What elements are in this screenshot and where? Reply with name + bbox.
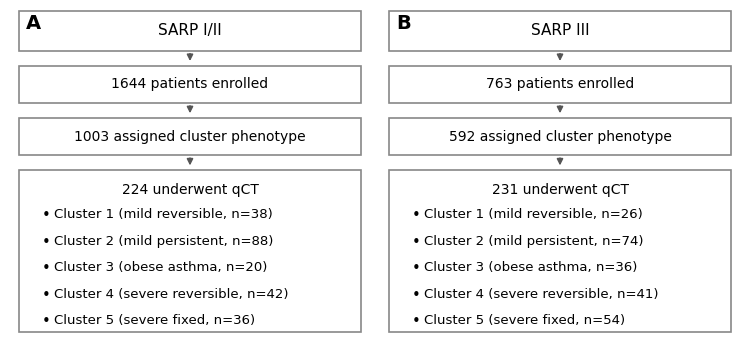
- Text: 763 patients enrolled: 763 patients enrolled: [486, 77, 634, 91]
- Text: •: •: [412, 314, 421, 329]
- Text: 1644 patients enrolled: 1644 patients enrolled: [112, 77, 268, 91]
- Bar: [389, 66, 731, 103]
- Text: •: •: [42, 261, 50, 276]
- Text: Cluster 4 (severe reversible, n=42): Cluster 4 (severe reversible, n=42): [53, 288, 288, 300]
- Bar: [19, 170, 361, 332]
- Text: Cluster 5 (severe fixed, n=36): Cluster 5 (severe fixed, n=36): [53, 314, 254, 327]
- Text: •: •: [42, 208, 50, 223]
- Text: B: B: [396, 15, 411, 33]
- Bar: [19, 66, 361, 103]
- Bar: [389, 170, 731, 332]
- Text: •: •: [42, 288, 50, 303]
- Text: SARP I/II: SARP I/II: [158, 23, 222, 38]
- Bar: [389, 11, 731, 51]
- Text: Cluster 2 (mild persistent, n=88): Cluster 2 (mild persistent, n=88): [53, 235, 273, 248]
- Text: SARP III: SARP III: [531, 23, 590, 38]
- Text: •: •: [412, 235, 421, 250]
- Text: 1003 assigned cluster phenotype: 1003 assigned cluster phenotype: [74, 130, 306, 143]
- Bar: [19, 118, 361, 155]
- Text: Cluster 3 (obese asthma, n=36): Cluster 3 (obese asthma, n=36): [424, 261, 637, 274]
- Text: •: •: [412, 261, 421, 276]
- Text: Cluster 1 (mild reversible, n=38): Cluster 1 (mild reversible, n=38): [53, 208, 272, 221]
- Text: •: •: [42, 314, 50, 329]
- Bar: [389, 118, 731, 155]
- Text: 231 underwent qCT: 231 underwent qCT: [491, 183, 628, 197]
- Text: •: •: [42, 235, 50, 250]
- Text: Cluster 5 (severe fixed, n=54): Cluster 5 (severe fixed, n=54): [424, 314, 625, 327]
- Text: 224 underwent qCT: 224 underwent qCT: [122, 183, 259, 197]
- Text: 592 assigned cluster phenotype: 592 assigned cluster phenotype: [448, 130, 671, 143]
- Text: Cluster 3 (obese asthma, n=20): Cluster 3 (obese asthma, n=20): [53, 261, 267, 274]
- Text: A: A: [26, 15, 41, 33]
- Text: •: •: [412, 288, 421, 303]
- Text: Cluster 4 (severe reversible, n=41): Cluster 4 (severe reversible, n=41): [424, 288, 658, 300]
- Text: •: •: [412, 208, 421, 223]
- Text: Cluster 1 (mild reversible, n=26): Cluster 1 (mild reversible, n=26): [424, 208, 642, 221]
- Text: Cluster 2 (mild persistent, n=74): Cluster 2 (mild persistent, n=74): [424, 235, 643, 248]
- Bar: [19, 11, 361, 51]
